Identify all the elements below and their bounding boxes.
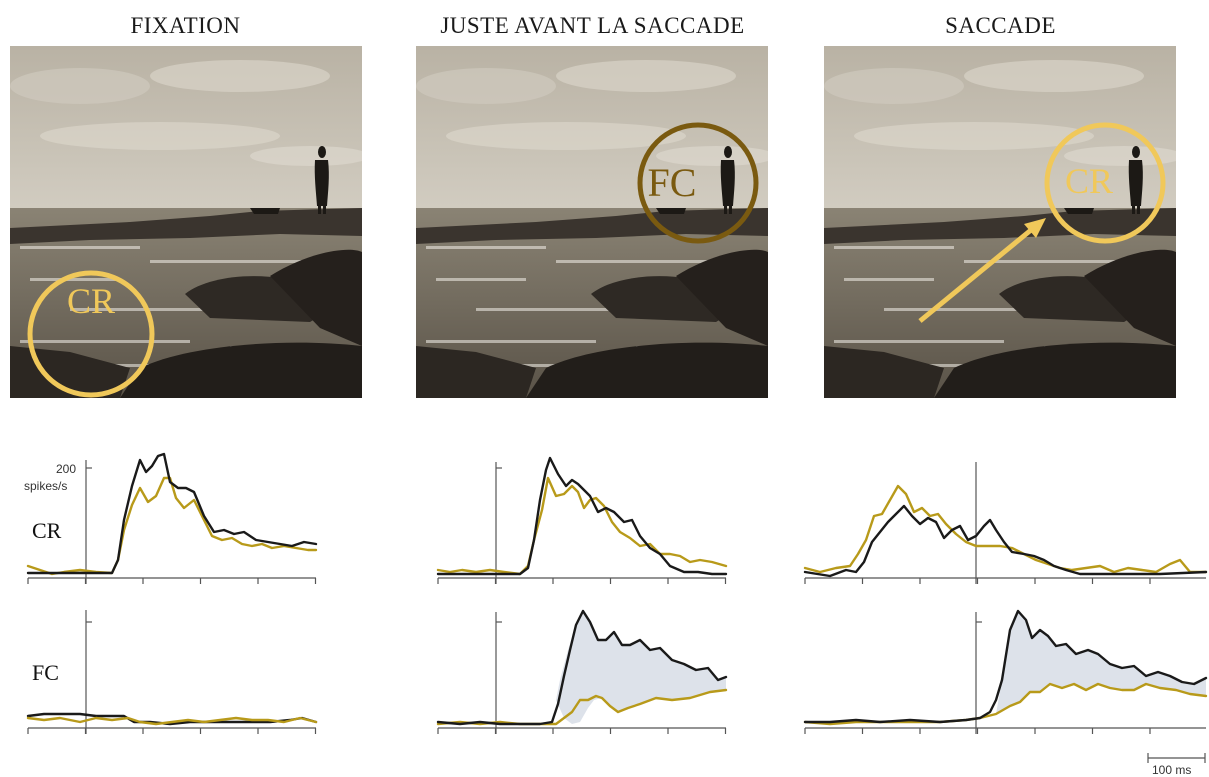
time-scale-label: 100 ms bbox=[1152, 763, 1192, 777]
row-label-fc: FC bbox=[32, 660, 59, 685]
cr-ring-label: CR bbox=[67, 281, 115, 321]
y-scale-unit: spikes/s bbox=[24, 479, 68, 493]
cr-ring-label: CR bbox=[1065, 161, 1113, 201]
scene-photo-fixation: CR bbox=[10, 46, 362, 398]
fc-difference-shade-before bbox=[556, 611, 726, 724]
trace-gold bbox=[26, 716, 318, 726]
trace-gold bbox=[803, 682, 1208, 726]
fc-ring bbox=[637, 122, 759, 244]
trace-black bbox=[26, 452, 318, 575]
trace-black bbox=[803, 609, 1208, 724]
row-label-cr: CR bbox=[32, 518, 62, 543]
fc-ring-label: FC bbox=[648, 160, 697, 205]
saccade-arrow-head bbox=[1024, 218, 1046, 238]
scene-photo-before-saccade: FC bbox=[416, 46, 768, 398]
trace-gold bbox=[436, 476, 728, 576]
column-title-juste-avant-la-saccade: JUSTE AVANT LA SACCADE bbox=[440, 13, 745, 38]
cr-ring bbox=[27, 270, 155, 398]
cr-ring bbox=[1044, 122, 1166, 244]
trace-black bbox=[436, 609, 728, 726]
scene-photo-saccade: CR bbox=[824, 46, 1176, 398]
trace-black bbox=[436, 456, 728, 576]
column-title-fixation: FIXATION bbox=[130, 13, 241, 38]
trace-gold bbox=[26, 476, 318, 576]
y-scale-value: 200 bbox=[56, 462, 77, 476]
saccade-arrow bbox=[918, 228, 1033, 323]
column-title-saccade: SACCADE bbox=[945, 13, 1056, 38]
trace-gold bbox=[803, 484, 1208, 574]
trace-black bbox=[803, 504, 1208, 578]
